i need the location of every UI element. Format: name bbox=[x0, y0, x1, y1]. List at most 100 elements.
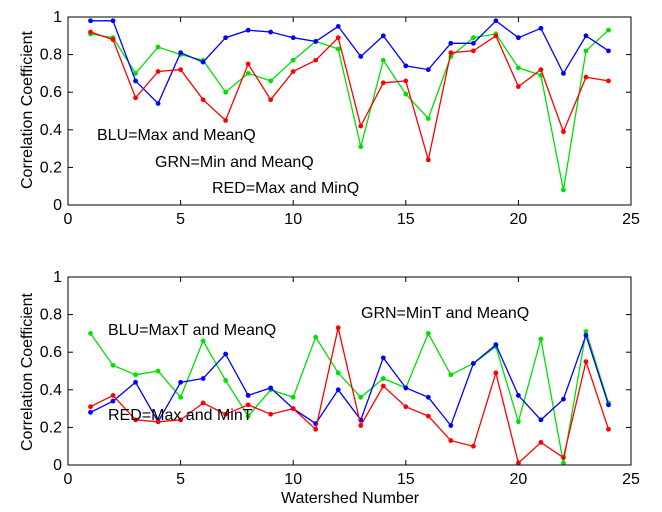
bottom-point-blue bbox=[200, 376, 206, 381]
bottom-x-tick-label: 25 bbox=[622, 471, 640, 488]
top-y-tick-label: 0.4 bbox=[40, 122, 62, 139]
top-annotation-red: RED=Max and MinQ bbox=[212, 180, 359, 197]
bottom-point-green bbox=[538, 336, 544, 342]
top-point-blue bbox=[583, 33, 589, 39]
bottom-point-red bbox=[448, 438, 454, 443]
top-x-tick-label: 5 bbox=[176, 211, 185, 228]
bottom-x-tick-label: 5 bbox=[176, 471, 185, 488]
bottom-point-green bbox=[155, 368, 161, 374]
bottom-y-axis-label: Correlation Coefficient bbox=[19, 292, 36, 451]
bottom-point-red bbox=[110, 393, 116, 398]
bottom-point-blue bbox=[223, 351, 229, 357]
top-point-green bbox=[470, 35, 476, 41]
top-point-red bbox=[223, 118, 229, 123]
bottom-point-blue bbox=[538, 417, 544, 423]
top-point-red bbox=[110, 37, 116, 42]
bottom-chart: Correlation Coefficient Watershed Number… bbox=[19, 269, 640, 507]
bottom-x-tick-label: 0 bbox=[64, 471, 73, 488]
top-point-blue bbox=[470, 40, 476, 46]
top-point-red bbox=[133, 95, 138, 101]
bottom-point-red bbox=[538, 440, 544, 445]
top-chart: Correlation Coefficient 0 5 10 15 20 25 0 0.2 0.… bbox=[19, 9, 640, 228]
top-point-red bbox=[516, 84, 521, 89]
bottom-plot-frame bbox=[67, 276, 632, 466]
top-x-tick-label: 10 bbox=[284, 211, 302, 228]
top-annotation-blue: BLU=Max and MeanQ bbox=[97, 127, 256, 144]
top-point-red bbox=[290, 69, 296, 74]
top-point-blue bbox=[403, 63, 409, 69]
top-point-green bbox=[583, 48, 589, 54]
bottom-point-green bbox=[516, 419, 521, 425]
top-x-tick-label: 0 bbox=[64, 211, 73, 228]
top-series-line-blue bbox=[90, 19, 609, 105]
top-y-tick-label: 0.6 bbox=[40, 84, 62, 101]
top-point-green bbox=[606, 27, 611, 33]
bottom-point-green bbox=[380, 376, 386, 381]
top-point-red bbox=[178, 67, 184, 73]
top-point-green bbox=[268, 78, 274, 84]
top-point-red bbox=[470, 48, 476, 54]
top-point-blue bbox=[133, 78, 138, 84]
top-point-blue bbox=[110, 18, 116, 24]
bottom-point-blue bbox=[493, 342, 499, 348]
top-point-red bbox=[313, 57, 319, 63]
top-point-blue bbox=[358, 54, 364, 59]
top-series-line-green bbox=[90, 29, 609, 191]
bottom-point-green bbox=[425, 331, 431, 336]
bottom-point-red bbox=[178, 417, 184, 423]
bottom-series-group bbox=[88, 325, 611, 466]
bottom-point-red bbox=[561, 455, 566, 460]
top-point-red bbox=[448, 50, 454, 56]
top-y-tick-label: 0.8 bbox=[40, 47, 62, 64]
bottom-tick-labels: 0 5 10 15 20 25 0 0.2 0.4 0.6 0.8 1 bbox=[40, 269, 640, 488]
bottom-point-red bbox=[493, 370, 499, 376]
top-point-green bbox=[561, 187, 566, 193]
bottom-point-red bbox=[133, 417, 138, 423]
top-point-blue bbox=[223, 35, 229, 41]
top-point-red bbox=[606, 78, 611, 84]
top-x-tick-label: 15 bbox=[397, 211, 415, 228]
top-point-green bbox=[403, 91, 409, 97]
bottom-point-red bbox=[358, 423, 364, 428]
bottom-point-green bbox=[200, 338, 206, 344]
bottom-series-line-blue bbox=[90, 333, 610, 427]
bottom-point-blue bbox=[178, 379, 184, 385]
top-point-blue bbox=[88, 18, 93, 24]
bottom-point-green bbox=[88, 331, 93, 336]
top-point-green bbox=[380, 57, 386, 63]
bottom-point-red bbox=[516, 460, 521, 466]
bottom-point-green bbox=[335, 370, 341, 376]
top-series-line-red bbox=[90, 31, 609, 161]
bottom-point-green bbox=[448, 372, 454, 378]
top-point-red bbox=[425, 157, 431, 163]
top-point-red bbox=[245, 61, 251, 67]
bottom-x-tick-label: 20 bbox=[510, 471, 528, 488]
bottom-point-green bbox=[223, 378, 229, 383]
bottom-point-red bbox=[200, 400, 206, 406]
bottom-point-green bbox=[313, 334, 319, 340]
bottom-x-tick-label: 15 bbox=[397, 471, 415, 488]
bottom-point-red bbox=[245, 402, 251, 408]
bottom-point-green bbox=[110, 362, 116, 368]
bottom-point-red bbox=[606, 426, 611, 432]
top-y-tick-label: 0.2 bbox=[40, 159, 62, 176]
bottom-point-blue bbox=[561, 396, 566, 402]
bottom-point-blue bbox=[470, 361, 476, 366]
bottom-point-blue bbox=[606, 402, 611, 408]
top-point-green bbox=[245, 71, 251, 76]
top-point-blue bbox=[380, 33, 386, 39]
top-point-blue bbox=[538, 25, 544, 31]
top-point-red bbox=[268, 97, 274, 103]
top-point-green bbox=[290, 57, 296, 63]
top-point-red bbox=[380, 80, 386, 86]
top-x-tick-label: 20 bbox=[510, 211, 528, 228]
bottom-x-tick-label: 10 bbox=[284, 471, 302, 488]
bottom-point-blue bbox=[133, 379, 138, 385]
top-y-axis-label: Correlation Coefficient bbox=[19, 30, 36, 189]
bottom-point-blue bbox=[110, 398, 116, 404]
top-point-blue bbox=[493, 18, 499, 24]
top-point-red bbox=[583, 74, 589, 80]
bottom-point-red bbox=[155, 419, 161, 425]
top-point-green bbox=[133, 71, 138, 76]
bottom-point-blue bbox=[403, 385, 409, 391]
